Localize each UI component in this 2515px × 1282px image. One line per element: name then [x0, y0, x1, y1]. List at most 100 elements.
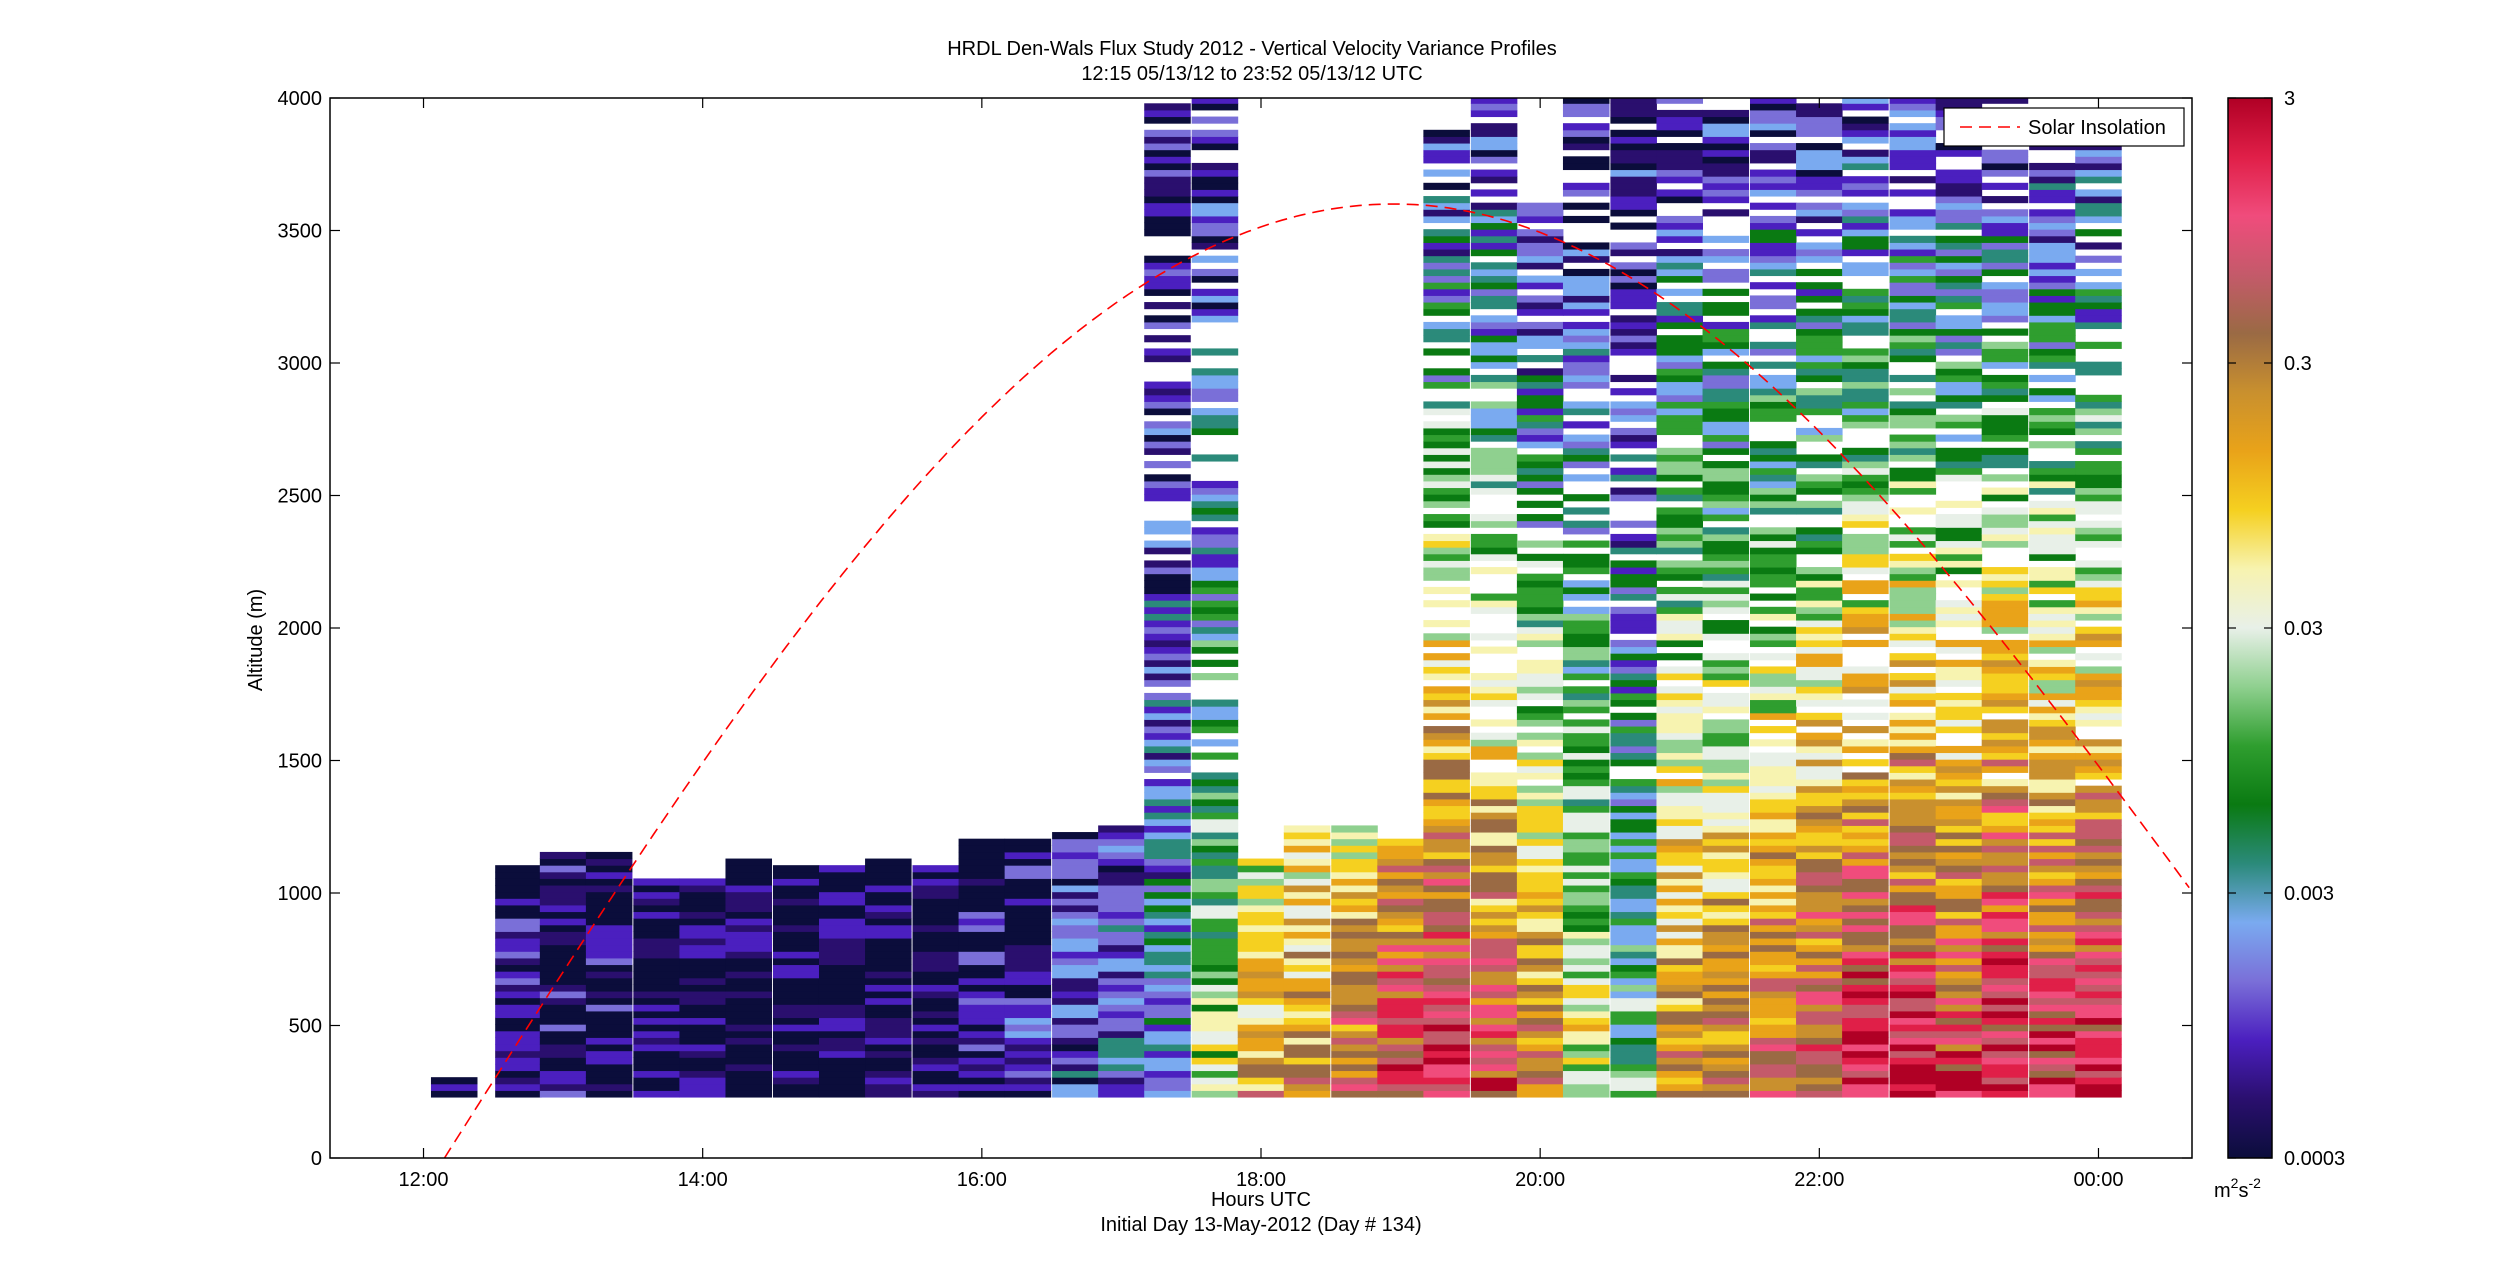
heatmap-cell — [1702, 586, 1750, 595]
heatmap-cell — [1423, 474, 1470, 482]
heatmap-cell — [2075, 1010, 2122, 1019]
heatmap-cell — [2075, 202, 2122, 210]
heatmap-cell — [2075, 361, 2122, 369]
heatmap-cell — [1935, 679, 1983, 687]
heatmap-cell — [958, 1004, 1006, 1012]
heatmap-cell — [1981, 686, 2029, 694]
heatmap-cell — [2029, 620, 2076, 628]
heatmap-cell — [1981, 1057, 2029, 1065]
heatmap-cell — [1004, 1037, 1052, 1045]
heatmap-cell — [1842, 182, 1889, 190]
heatmap-cell — [633, 931, 680, 939]
heatmap-cell — [1470, 1037, 1518, 1045]
heatmap-cell — [1191, 991, 1239, 999]
heatmap-cell — [1423, 268, 1470, 277]
heatmap-cell — [1516, 514, 1564, 522]
heatmap-cell — [1610, 560, 1657, 568]
heatmap-cell — [1749, 752, 1797, 760]
heatmap-cell — [818, 1030, 866, 1038]
heatmap-cell — [1516, 1077, 1564, 1085]
heatmap-cell — [772, 1030, 820, 1038]
heatmap-cell — [1470, 123, 1518, 131]
heatmap-cell — [1702, 189, 1750, 197]
heatmap-cell — [1842, 494, 1889, 502]
heatmap-cell — [2075, 971, 2122, 979]
heatmap-cell — [1191, 1077, 1239, 1085]
heatmap-cell — [1796, 282, 1843, 290]
heatmap-cell — [1842, 991, 1889, 999]
heatmap-cell — [1470, 1010, 1518, 1019]
heatmap-cell — [1796, 633, 1843, 641]
heatmap-cell — [1656, 686, 1704, 694]
heatmap-cell — [1423, 533, 1470, 542]
heatmap-cell — [1702, 374, 1750, 383]
heatmap-cell — [725, 1083, 773, 1091]
heatmap-cell — [1656, 984, 1704, 992]
heatmap-cell — [1981, 931, 2029, 939]
heatmap-cell — [2075, 467, 2122, 475]
heatmap-cell — [1191, 798, 1239, 807]
heatmap-cell — [539, 851, 587, 860]
heatmap-cell — [2029, 162, 2076, 171]
heatmap-cell — [1004, 1083, 1052, 1091]
heatmap-cell — [1749, 1017, 1797, 1025]
heatmap-cell — [2029, 520, 2076, 528]
heatmap-cell — [1004, 1050, 1052, 1058]
heatmap-cell — [1237, 951, 1285, 959]
heatmap-cell — [1562, 739, 1610, 747]
heatmap-cell — [1749, 666, 1797, 674]
heatmap-cell — [1796, 434, 1843, 442]
heatmap-cell — [1004, 1017, 1052, 1025]
heatmap-cell — [1656, 745, 1704, 754]
heatmap-cell — [1052, 891, 1099, 899]
heatmap-cell — [1889, 321, 1937, 330]
heatmap-cell — [1377, 1037, 1424, 1045]
heatmap-cell — [2029, 553, 2076, 561]
heatmap-cell — [1981, 182, 2029, 190]
heatmap-cell — [912, 957, 960, 966]
heatmap-cell — [1191, 98, 1239, 104]
heatmap-cell — [1331, 1077, 1378, 1085]
heatmap-cell — [725, 1017, 773, 1025]
heatmap-cell — [1981, 149, 2029, 157]
heatmap-cell — [1889, 567, 1937, 575]
heatmap-cell — [1377, 1070, 1424, 1078]
heatmap-cell — [2075, 1057, 2122, 1065]
heatmap-cell — [1331, 832, 1378, 840]
heatmap-cell — [1889, 1090, 1937, 1098]
heatmap-cell — [1935, 984, 1983, 992]
heatmap-cell — [1516, 951, 1564, 959]
heatmap-cell — [1656, 361, 1704, 369]
heatmap-cell — [1935, 328, 1983, 336]
heatmap-cell — [1144, 977, 1191, 985]
heatmap-cell — [1889, 374, 1937, 383]
heatmap-cell — [1842, 845, 1889, 853]
heatmap-cell — [1981, 328, 2029, 336]
heatmap-cell — [1981, 315, 2029, 323]
heatmap-cell — [1283, 997, 1331, 1005]
x-axis-sublabel: Initial Day 13-May-2012 (Day # 134) — [1100, 1214, 1421, 1236]
heatmap-cell — [958, 891, 1006, 899]
heatmap-cell — [679, 991, 726, 999]
heatmap-cell — [865, 971, 912, 979]
heatmap-cell — [1656, 355, 1704, 363]
heatmap-cell — [1191, 812, 1239, 820]
heatmap-cell — [1656, 461, 1704, 469]
heatmap-cell — [1377, 904, 1424, 913]
heatmap-cell — [1144, 719, 1191, 727]
heatmap-cell — [1889, 341, 1937, 349]
heatmap-cell — [1749, 229, 1797, 237]
heatmap-cell — [1749, 812, 1797, 820]
heatmap-cell — [1889, 639, 1937, 648]
heatmap-cell — [1562, 560, 1610, 568]
heatmap-cell — [1842, 129, 1889, 137]
heatmap-cell — [1144, 1044, 1191, 1052]
heatmap-cell — [1749, 268, 1797, 277]
heatmap-cell — [1796, 143, 1843, 151]
heatmap-cell — [1935, 169, 1983, 177]
heatmap-cell — [1610, 653, 1657, 661]
heatmap-cell — [1562, 686, 1610, 694]
heatmap-cell — [1516, 573, 1564, 581]
heatmap-cell — [1423, 328, 1470, 336]
